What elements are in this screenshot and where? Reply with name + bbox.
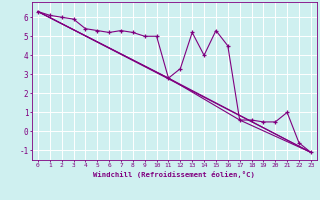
X-axis label: Windchill (Refroidissement éolien,°C): Windchill (Refroidissement éolien,°C) <box>93 171 255 178</box>
